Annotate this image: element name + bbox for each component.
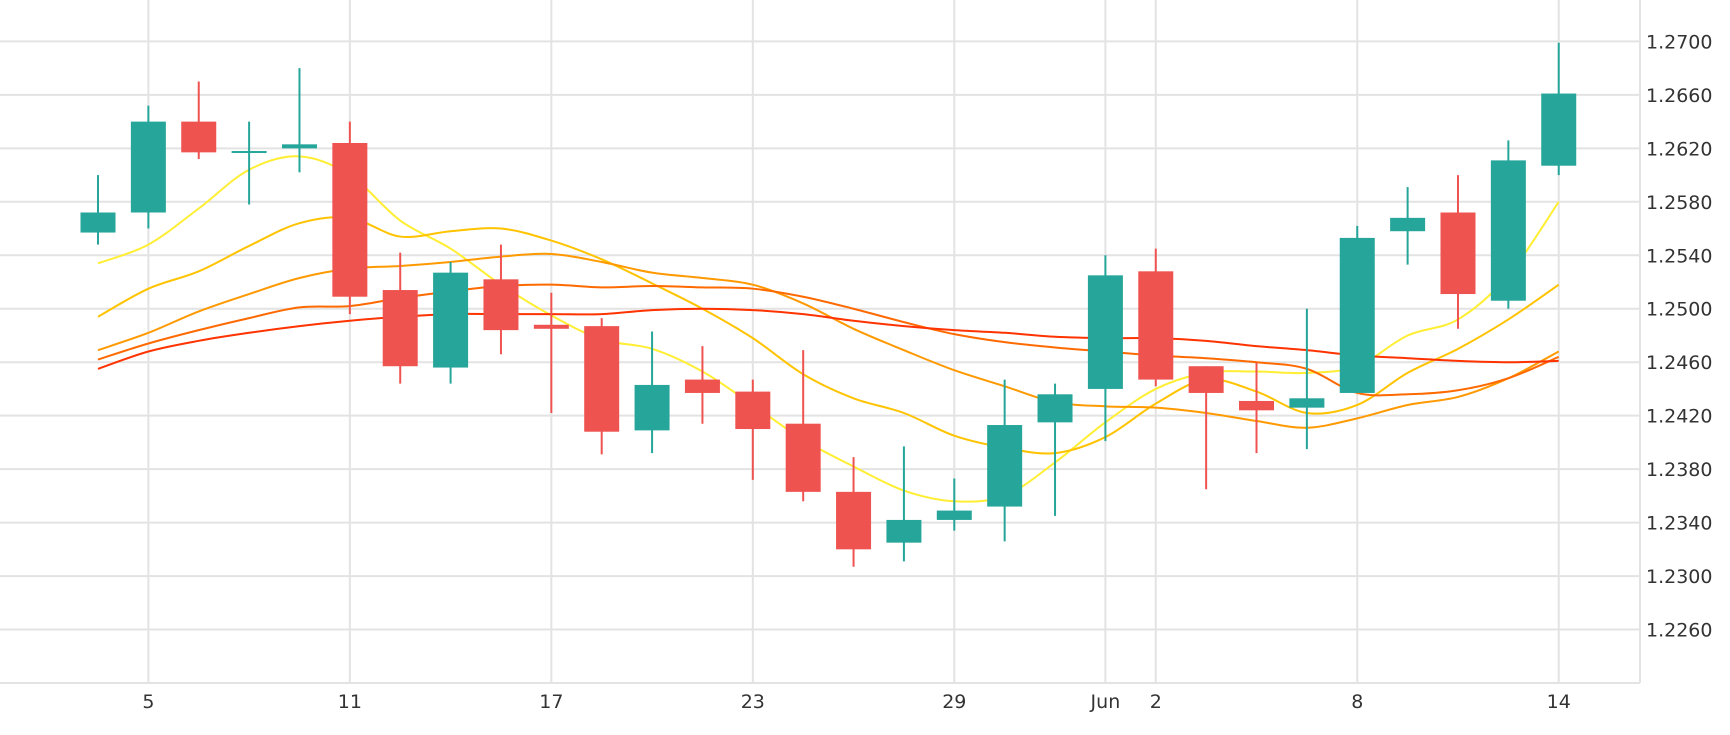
candle-body: [1339, 237, 1375, 393]
candle-body: [1037, 394, 1073, 423]
candle-body: [1390, 217, 1426, 232]
candle: [181, 81, 217, 160]
grid: [0, 0, 1640, 683]
y-tick-label: 1.2620: [1646, 138, 1712, 160]
ma-line-1: [97, 155, 1560, 503]
candles: [80, 42, 1577, 567]
candle-body: [130, 121, 166, 213]
x-tick-label: 29: [942, 691, 966, 713]
candle-body: [987, 425, 1023, 507]
ma-line-3: [97, 252, 1560, 429]
x-tick-label: 2: [1150, 691, 1162, 713]
candle: [1440, 175, 1476, 329]
y-tick-label: 1.2300: [1646, 566, 1712, 588]
axes: 1.2700 1.2660 1.2620 1.2580 1.2540 1.2500 1.24…: [0, 0, 1712, 713]
y-tick-label: 1.2420: [1646, 406, 1712, 428]
ma-line-5: [97, 307, 1559, 370]
x-tick-label: 11: [338, 691, 362, 713]
candle: [483, 244, 519, 355]
x-tick-label: 8: [1351, 691, 1363, 713]
moving-average-lines: [97, 155, 1560, 503]
candle-body: [533, 324, 569, 329]
candle-body: [684, 379, 720, 393]
candle-body: [181, 121, 217, 153]
candle: [1490, 140, 1526, 309]
candle-body: [886, 519, 922, 543]
candle: [130, 105, 166, 229]
candle-body: [1138, 271, 1174, 380]
candle: [1541, 42, 1577, 176]
candle: [433, 261, 469, 384]
candle: [1339, 225, 1375, 393]
y-tick-label: 1.2540: [1646, 245, 1712, 267]
y-tick-label: 1.2340: [1646, 513, 1712, 535]
candle: [785, 350, 821, 502]
candle-body: [836, 491, 872, 550]
x-tick-label: 23: [741, 691, 765, 713]
x-tick-label: 5: [142, 691, 154, 713]
candle: [987, 379, 1023, 542]
y-tick-label: 1.2500: [1646, 299, 1712, 321]
candle: [80, 175, 116, 245]
y-tick-label: 1.2460: [1646, 352, 1712, 374]
candle: [1289, 308, 1325, 450]
y-tick-label: 1.2260: [1646, 620, 1712, 642]
ma-line-2: [97, 216, 1560, 455]
candle: [735, 379, 771, 480]
x-tick-label: Jun: [1090, 691, 1121, 713]
candle-body: [584, 326, 620, 432]
candle: [1188, 366, 1224, 490]
candle-body: [231, 151, 267, 154]
candle: [1037, 383, 1073, 516]
candle-body: [936, 510, 972, 520]
y-tick-label: 1.2380: [1646, 459, 1712, 481]
candle-body: [1490, 160, 1526, 301]
candle-body: [1087, 275, 1123, 389]
candle-body: [483, 279, 519, 331]
y-tick-label: 1.2700: [1646, 31, 1712, 53]
candle: [1390, 187, 1426, 265]
candle-body: [735, 391, 771, 430]
candle-body: [281, 144, 317, 149]
candle: [684, 346, 720, 424]
candle: [281, 68, 317, 173]
candle: [1239, 362, 1275, 454]
x-tick-label: 14: [1547, 691, 1571, 713]
candle-body: [1188, 366, 1224, 393]
y-tick-label: 1.2660: [1646, 85, 1712, 107]
candle-body: [785, 423, 821, 492]
candle-body: [80, 212, 116, 233]
candle: [382, 252, 418, 384]
ma-line-4: [97, 283, 1560, 397]
candle: [1138, 248, 1174, 387]
candle-body: [634, 384, 670, 431]
y-tick-label: 1.2580: [1646, 192, 1712, 214]
x-tick-label: 17: [539, 691, 563, 713]
candle-body: [332, 143, 368, 297]
candle-body: [1239, 400, 1275, 411]
candle: [584, 318, 620, 455]
candle-body: [382, 290, 418, 367]
candle-body: [1440, 212, 1476, 295]
candle: [886, 446, 922, 562]
candle: [1087, 255, 1123, 442]
candle-body: [1541, 93, 1577, 166]
candle: [533, 292, 569, 413]
candle: [332, 121, 368, 315]
candle: [634, 331, 670, 454]
candle-body: [433, 272, 469, 368]
candle: [231, 121, 267, 205]
candle-body: [1289, 398, 1325, 408]
candle: [936, 478, 972, 531]
candle: [836, 457, 872, 567]
